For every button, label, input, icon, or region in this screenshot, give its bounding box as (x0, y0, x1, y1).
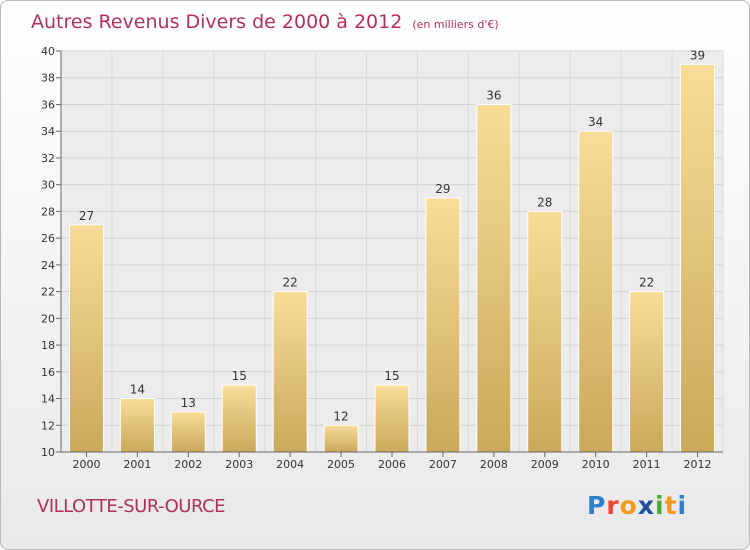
bar-2005 (323, 424, 359, 453)
x-tick-label: 2011 (633, 458, 661, 471)
y-tick-label: 32 (41, 152, 55, 165)
y-tick-label: 20 (41, 312, 55, 325)
bar-2000 (68, 224, 104, 453)
x-tick-label: 2006 (378, 458, 406, 471)
bar-2011 (629, 291, 665, 453)
y-tick-label: 14 (41, 393, 55, 406)
bar-value-label: 14 (130, 383, 145, 397)
bar-2010 (578, 130, 614, 453)
bar-value-label: 15 (232, 369, 247, 383)
chart-title-text: Autres Revenus Divers de 2000 à 2012 (31, 11, 403, 33)
y-tick-label: 16 (41, 366, 55, 379)
chart-title: Autres Revenus Divers de 2000 à 2012 (en… (31, 11, 499, 33)
y-tick-label: 26 (41, 232, 55, 245)
bar-2001 (119, 398, 155, 453)
x-tick-label: 2000 (72, 458, 100, 471)
x-tick-label: 2001 (123, 458, 151, 471)
town-name: VILLOTTE-SUR-OURCE (37, 496, 226, 517)
bar-value-label: 22 (639, 276, 654, 290)
x-tick-label: 2005 (327, 458, 355, 471)
x-tick-label: 2003 (225, 458, 253, 471)
y-tick-label: 12 (41, 419, 55, 432)
y-tick-label: 10 (41, 446, 55, 459)
y-tick-label: 34 (41, 125, 55, 138)
bar-2006 (374, 384, 410, 453)
y-tick-label: 18 (41, 339, 55, 352)
proxiti-logo: Proxiti (587, 491, 688, 520)
bar-value-label: 39 (690, 48, 705, 62)
bar-2012 (680, 63, 716, 453)
bar-2004 (272, 291, 308, 453)
bar-value-label: 22 (283, 276, 298, 290)
y-tick-label: 28 (41, 205, 55, 218)
bar-2002 (170, 411, 206, 453)
bar-2007 (425, 197, 461, 453)
y-tick-label: 22 (41, 286, 55, 299)
x-tick-label: 2002 (174, 458, 202, 471)
y-tick-label: 40 (41, 45, 55, 58)
x-tick-label: 2012 (684, 458, 712, 471)
x-tick-label: 2008 (480, 458, 508, 471)
x-tick-label: 2007 (429, 458, 457, 471)
bar-value-label: 15 (384, 369, 399, 383)
y-tick-label: 24 (41, 259, 55, 272)
x-tick-label: 2009 (531, 458, 559, 471)
x-tick-label: 2010 (582, 458, 610, 471)
chart-subtitle: (en milliers d'€) (412, 18, 499, 31)
bar-value-label: 12 (333, 409, 348, 423)
bar-value-label: 36 (486, 88, 501, 102)
y-tick-label: 36 (41, 98, 55, 111)
axes (56, 50, 723, 457)
bars (68, 63, 716, 453)
bar-value-label: 28 (537, 195, 552, 209)
y-tick-label: 38 (41, 72, 55, 85)
bar-value-label: 13 (181, 396, 196, 410)
bar-2009 (527, 210, 563, 453)
bar-value-label: 34 (588, 115, 603, 129)
bar-value-label: 29 (435, 182, 450, 196)
x-tick-label: 2004 (276, 458, 304, 471)
bar-2008 (476, 103, 512, 453)
bar-2003 (221, 384, 257, 453)
y-tick-label: 30 (41, 179, 55, 192)
labels: 10 12 14 16 18 20 22 24 26 28 30 32 34 36 38 40 27 2000 14… (41, 45, 712, 471)
bar-value-label: 27 (79, 209, 94, 223)
